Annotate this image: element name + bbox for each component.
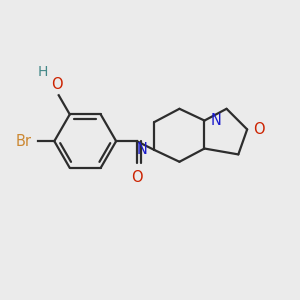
Text: O: O: [51, 77, 63, 92]
Text: O: O: [253, 122, 265, 137]
Text: Br: Br: [16, 134, 32, 149]
Text: N: N: [137, 142, 148, 158]
Text: H: H: [37, 65, 48, 79]
Text: N: N: [211, 113, 222, 128]
Text: O: O: [131, 170, 142, 185]
